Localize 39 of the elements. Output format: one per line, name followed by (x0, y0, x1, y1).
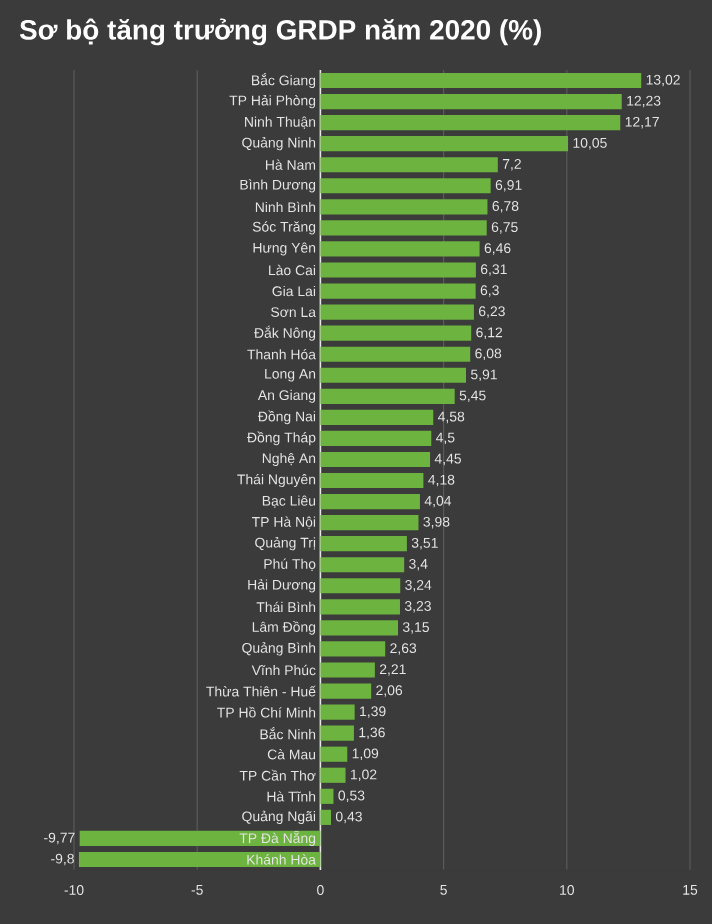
bar (320, 304, 474, 320)
bar (320, 157, 498, 173)
bar (320, 641, 386, 657)
bar (320, 683, 372, 699)
bar (320, 451, 431, 468)
bar (79, 830, 321, 846)
bar (320, 72, 642, 89)
bar (320, 472, 424, 489)
bar (320, 94, 622, 110)
bar (320, 115, 621, 131)
bar (320, 557, 405, 573)
bar (320, 325, 472, 341)
bar (320, 409, 434, 425)
chart-title: Sơ bộ tăng trưởng GRDP năm 2020 (%) (19, 18, 541, 46)
bar (320, 788, 334, 804)
bar (320, 241, 480, 257)
bar (320, 199, 488, 215)
bar (320, 809, 331, 825)
bar (320, 494, 420, 510)
bar (320, 725, 354, 741)
bar (320, 262, 476, 278)
bar (320, 136, 569, 152)
bar (320, 662, 375, 678)
bar (320, 178, 491, 194)
bar (320, 283, 476, 299)
bar (320, 620, 399, 636)
bar (320, 220, 487, 236)
bar (320, 515, 419, 531)
bar (78, 851, 321, 868)
bar (320, 578, 401, 594)
bar (320, 430, 432, 446)
bar (320, 346, 471, 362)
bar (320, 388, 455, 404)
bar (320, 599, 400, 615)
bar (320, 536, 407, 552)
bar (320, 746, 348, 762)
bar (320, 367, 467, 383)
bar (320, 704, 355, 720)
bar (320, 767, 346, 783)
